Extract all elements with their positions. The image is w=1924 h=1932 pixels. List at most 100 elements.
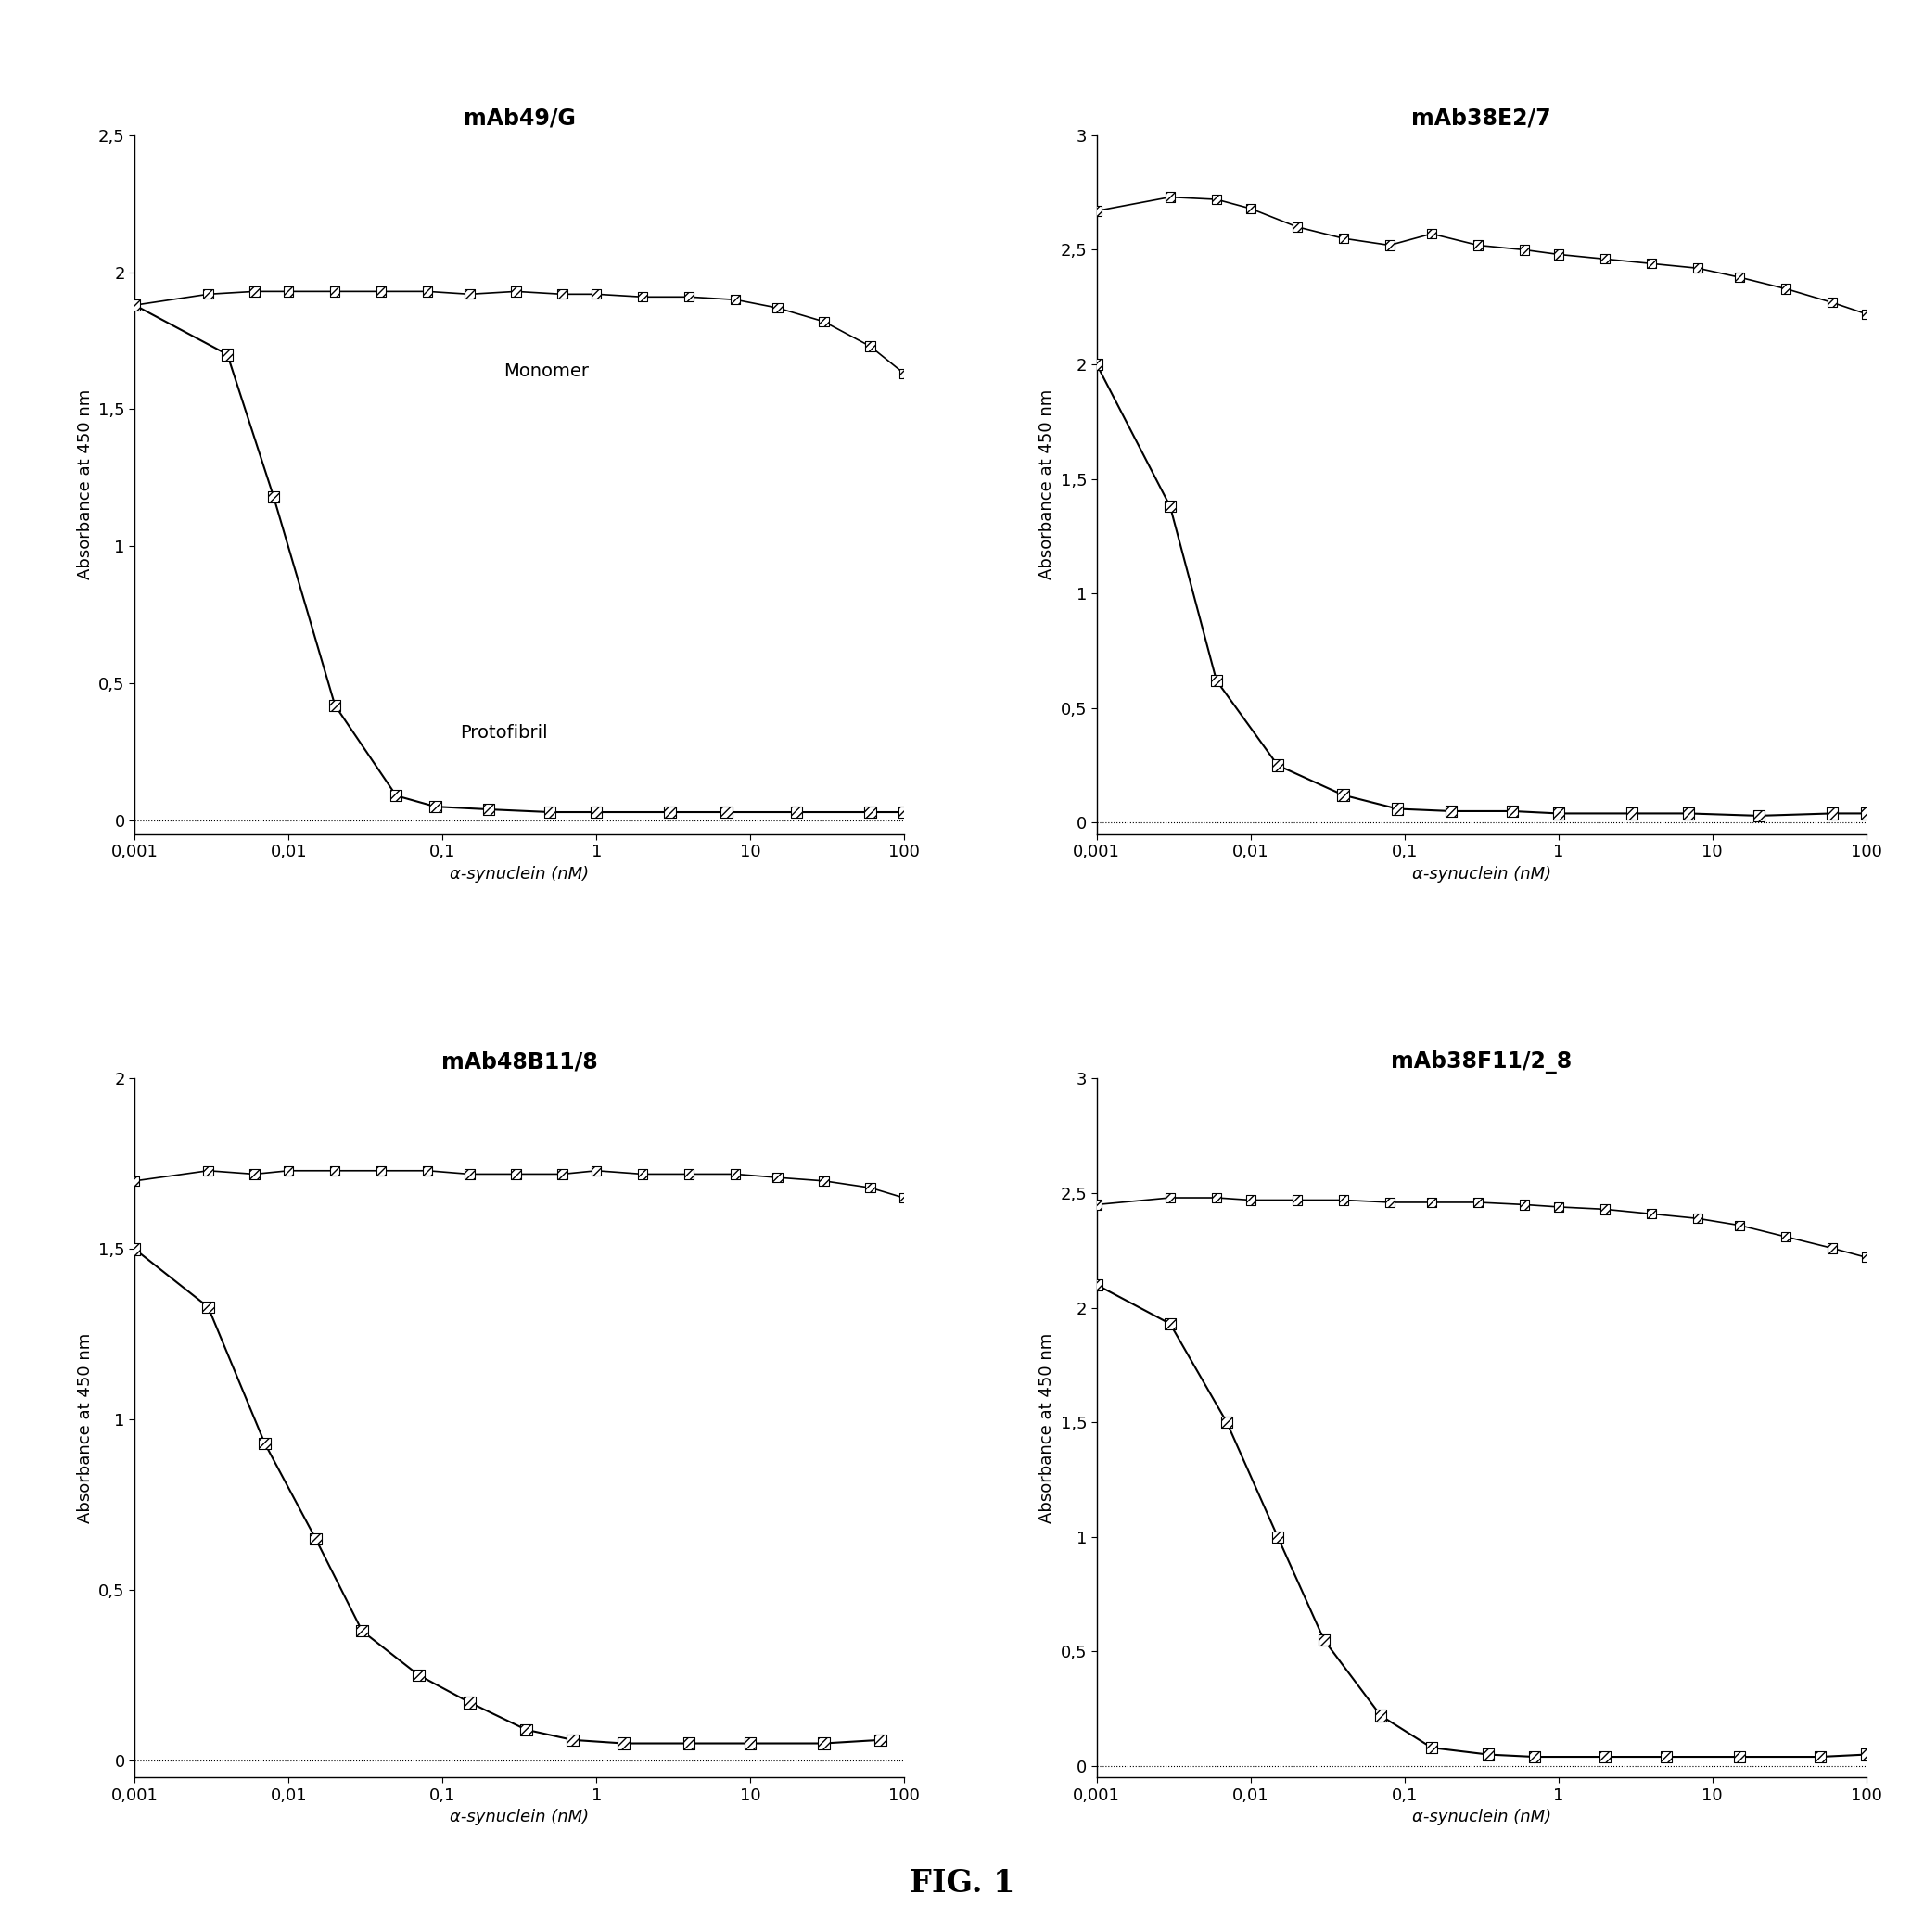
Point — [412, 276, 443, 307]
Point — [512, 1714, 543, 1745]
Point — [546, 278, 577, 309]
Point — [720, 1159, 750, 1190]
Point — [412, 1155, 443, 1186]
Point — [1201, 184, 1231, 214]
Point — [673, 282, 704, 313]
Point — [1816, 288, 1847, 319]
Title: mAb49/G: mAb49/G — [464, 108, 575, 129]
Point — [119, 1235, 150, 1265]
Point — [1374, 230, 1405, 261]
Point — [808, 305, 839, 336]
Point — [1081, 350, 1112, 381]
Point — [1328, 1184, 1358, 1215]
Point — [1635, 247, 1666, 278]
Point — [454, 1687, 485, 1718]
Point — [1154, 182, 1185, 213]
Point — [1589, 243, 1620, 274]
Title: mAb38E2/7: mAb38E2/7 — [1412, 108, 1551, 129]
Point — [1201, 1182, 1231, 1213]
Point — [1328, 781, 1358, 811]
Point — [1435, 796, 1466, 827]
Point — [381, 781, 412, 811]
Y-axis label: Absorbance at 450 nm: Absorbance at 450 nm — [77, 390, 92, 580]
Point — [1543, 240, 1574, 270]
Point — [300, 1522, 331, 1553]
Point — [319, 690, 350, 721]
Point — [854, 796, 885, 827]
Point — [1543, 798, 1574, 829]
Y-axis label: Absorbance at 450 nm: Absorbance at 450 nm — [1039, 390, 1054, 580]
Point — [1474, 1739, 1505, 1770]
Point — [1851, 299, 1882, 330]
Point — [1805, 1741, 1835, 1772]
Point — [535, 796, 566, 827]
Point — [500, 1159, 531, 1190]
Text: Protofibril: Protofibril — [460, 724, 548, 742]
Point — [581, 796, 612, 827]
Text: FIG. 1: FIG. 1 — [910, 1868, 1014, 1899]
Point — [673, 1727, 704, 1758]
Point — [1081, 1190, 1112, 1221]
Point — [1770, 1221, 1801, 1252]
X-axis label: α-synuclein (nM): α-synuclein (nM) — [450, 866, 589, 883]
Point — [1374, 1186, 1405, 1217]
Point — [1212, 1406, 1243, 1437]
Point — [720, 284, 750, 315]
Point — [1508, 1190, 1539, 1221]
Point — [808, 1165, 839, 1196]
Point — [1635, 1198, 1666, 1229]
Point — [808, 1727, 839, 1758]
Point — [1416, 1733, 1447, 1764]
Point — [273, 1155, 304, 1186]
Point — [1851, 1242, 1882, 1273]
Point — [1724, 263, 1755, 294]
Point — [1308, 1625, 1339, 1656]
Point — [608, 1727, 639, 1758]
Point — [366, 276, 396, 307]
Text: Monomer: Monomer — [504, 363, 589, 381]
Point — [712, 796, 743, 827]
Point — [654, 796, 685, 827]
Point — [1081, 1269, 1112, 1300]
Title: mAb38F11/2_8: mAb38F11/2_8 — [1391, 1051, 1572, 1074]
Point — [192, 1293, 223, 1323]
Point — [1235, 1184, 1266, 1215]
Point — [1154, 1182, 1185, 1213]
Point — [762, 1161, 793, 1192]
Point — [1462, 230, 1493, 261]
Point — [889, 1182, 920, 1213]
Point — [239, 1159, 269, 1190]
Point — [581, 278, 612, 309]
Point — [119, 290, 150, 321]
Point — [1743, 800, 1774, 831]
X-axis label: α-synuclein (nM): α-synuclein (nM) — [1412, 866, 1551, 883]
Point — [889, 357, 920, 388]
Point — [1281, 211, 1312, 242]
Point — [212, 338, 242, 369]
Point — [473, 794, 504, 825]
Point — [1674, 798, 1705, 829]
Point — [1154, 491, 1185, 522]
Point — [404, 1660, 435, 1690]
Point — [1281, 1184, 1312, 1215]
Point — [1724, 1741, 1755, 1772]
Point — [1616, 798, 1647, 829]
Point — [627, 1159, 658, 1190]
Y-axis label: Absorbance at 450 nm: Absorbance at 450 nm — [1039, 1333, 1054, 1522]
Point — [1816, 1233, 1847, 1264]
Point — [1262, 750, 1293, 781]
Point — [762, 292, 793, 323]
Point — [1235, 193, 1266, 224]
Point — [192, 278, 223, 309]
Point — [366, 1155, 396, 1186]
Point — [627, 282, 658, 313]
Point — [319, 1155, 350, 1186]
Point — [1081, 195, 1112, 226]
Point — [673, 1159, 704, 1190]
Point — [889, 796, 920, 827]
Point — [258, 481, 289, 512]
X-axis label: α-synuclein (nM): α-synuclein (nM) — [450, 1808, 589, 1826]
Point — [119, 290, 150, 321]
Point — [1154, 1308, 1185, 1339]
Point — [1682, 1204, 1712, 1235]
